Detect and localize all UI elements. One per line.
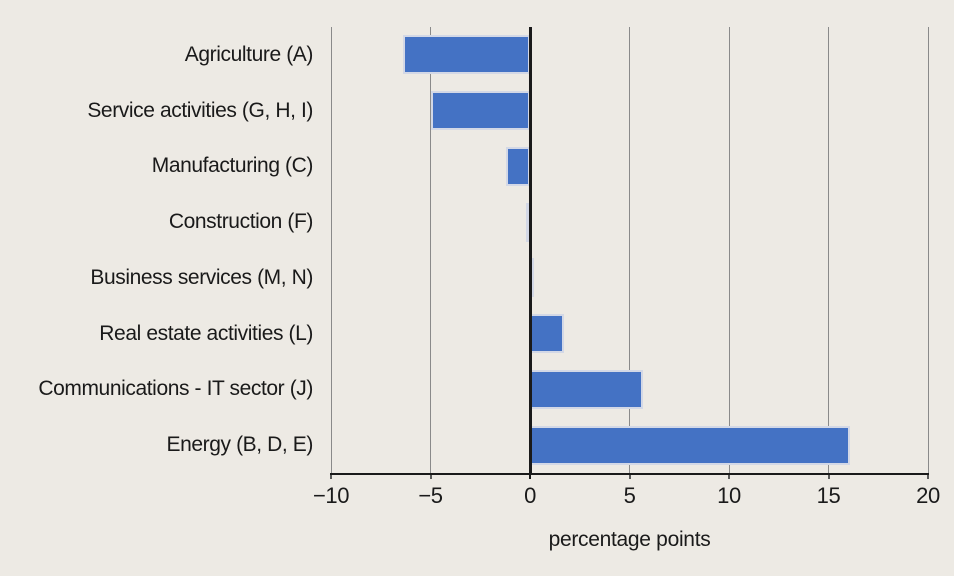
x-tick-label: 20 (916, 483, 940, 508)
bar (430, 91, 530, 131)
x-tick-label: −5 (418, 483, 443, 508)
axis-tick (728, 473, 730, 479)
x-tick-label: 5 (623, 483, 636, 508)
axis-tick (927, 473, 929, 479)
gridline (430, 27, 431, 473)
gridline (330, 27, 332, 473)
x-tick-label: 15 (816, 483, 841, 508)
x-axis-title: percentage points (548, 528, 711, 551)
axis-tick (827, 473, 830, 479)
bar (530, 369, 644, 409)
bar (506, 146, 530, 186)
zero-line (528, 27, 532, 473)
axis-tick (529, 473, 531, 479)
gridline (927, 27, 929, 473)
x-tick-label: −10 (312, 483, 350, 508)
category-label: Manufacturing (C) (151, 154, 314, 178)
axis-tick (628, 473, 631, 479)
category-label: Communications - IT sector (J) (38, 377, 313, 401)
category-label: Real estate activities (L) (99, 321, 313, 345)
gridline (828, 27, 829, 473)
axis-tick (429, 473, 432, 479)
gridline (728, 27, 730, 473)
bar (402, 35, 530, 75)
axis-tick (330, 473, 332, 479)
x-tick-label: 0 (524, 483, 536, 508)
category-label: Service activities (G, H, I) (87, 98, 313, 122)
category-label: Business services (M, N) (90, 265, 313, 289)
category-label: Energy (B, D, E) (166, 433, 314, 457)
bar (530, 314, 564, 354)
category-label: Construction (F) (168, 210, 314, 234)
x-axis-line (330, 473, 929, 475)
x-tick-label: 10 (717, 483, 741, 508)
category-label: Agriculture (A) (184, 42, 314, 66)
bar (530, 425, 851, 465)
gridline (629, 27, 630, 473)
